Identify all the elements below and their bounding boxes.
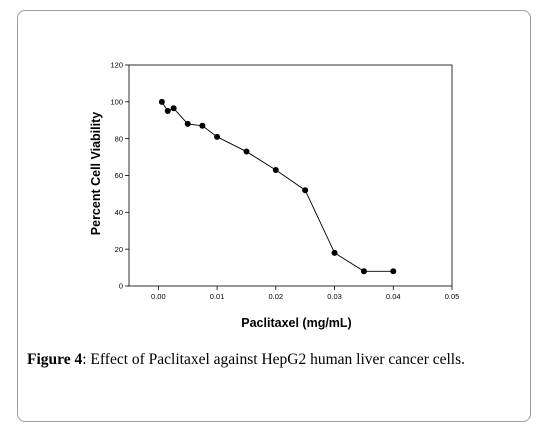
data-point <box>243 148 250 155</box>
y-axis-title: Percent Cell Viability <box>89 112 103 235</box>
y-tick-label: 40 <box>115 208 123 217</box>
y-tick-label: 0 <box>119 282 123 291</box>
data-point <box>164 108 171 115</box>
data-point <box>184 120 191 127</box>
plot-area <box>128 64 453 287</box>
series-line <box>161 101 394 272</box>
y-tick-label: 20 <box>115 245 123 254</box>
data-point <box>199 122 206 129</box>
x-tick-label: 0.03 <box>327 292 342 301</box>
data-point <box>390 268 397 275</box>
data-point <box>158 98 165 105</box>
figure-frame <box>17 10 531 422</box>
data-point <box>170 105 177 112</box>
data-point <box>214 133 221 140</box>
figure-label: Figure 4 <box>27 351 83 368</box>
figure-caption: Figure 4: Effect of Paclitaxel against H… <box>27 349 523 370</box>
x-tick-label: 0.04 <box>386 292 401 301</box>
y-tick-label: 120 <box>110 61 123 70</box>
data-point <box>272 166 279 173</box>
data-point <box>302 187 309 194</box>
x-tick-label: 0.02 <box>269 292 284 301</box>
x-tick-label: 0.01 <box>210 292 225 301</box>
caption-text: : Effect of Paclitaxel against HepG2 hum… <box>82 351 466 368</box>
y-tick-label: 60 <box>115 171 123 180</box>
y-tick-label: 100 <box>110 97 123 106</box>
x-axis-title: Paclitaxel (mg/mL) <box>241 316 351 330</box>
x-tick-label: 0.05 <box>445 292 460 301</box>
data-point <box>360 268 367 275</box>
y-tick-label: 80 <box>115 134 123 143</box>
data-point <box>331 249 338 256</box>
x-tick-label: 0.00 <box>151 292 166 301</box>
